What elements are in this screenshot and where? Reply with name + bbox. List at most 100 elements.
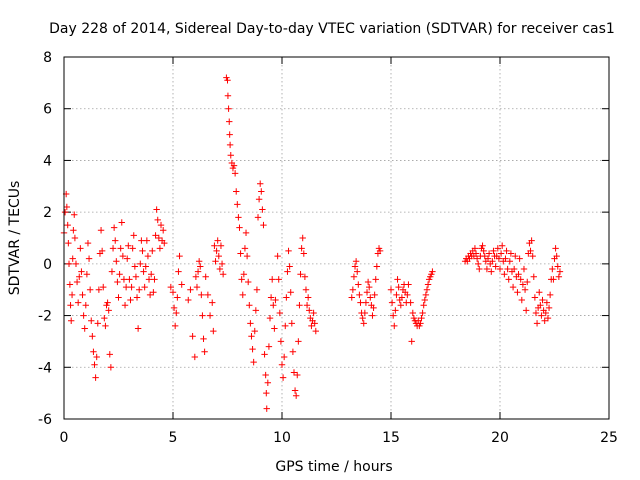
- data-point: [308, 322, 315, 330]
- data-point: [137, 260, 144, 268]
- data-point: [136, 286, 143, 293]
- data-point: [226, 118, 233, 125]
- data-point: [169, 289, 177, 296]
- data-point: [245, 278, 252, 286]
- data-point: [224, 92, 232, 99]
- data-point: [296, 302, 303, 309]
- data-point: [209, 299, 216, 306]
- data-point: [121, 302, 129, 309]
- data-point: [113, 258, 120, 265]
- data-point: [373, 263, 381, 270]
- data-point: [501, 271, 508, 278]
- data-point: [520, 265, 528, 273]
- data-point: [545, 304, 553, 312]
- data-point: [176, 252, 183, 260]
- data-point: [280, 353, 288, 361]
- data-point: [306, 307, 313, 314]
- data-point: [300, 250, 307, 257]
- data-point: [130, 232, 137, 239]
- data-point: [91, 361, 98, 368]
- data-point: [138, 237, 145, 244]
- x-tick-label: 5: [169, 430, 178, 446]
- data-point: [189, 333, 196, 340]
- data-point: [105, 307, 112, 314]
- data-point: [253, 286, 261, 293]
- data-point: [395, 283, 402, 291]
- data-point: [359, 314, 366, 322]
- data-point: [352, 258, 360, 265]
- data-point: [195, 258, 203, 265]
- data-point: [393, 291, 400, 299]
- data-point: [93, 353, 100, 361]
- data-point: [506, 258, 514, 265]
- y-tick-label: 2: [43, 205, 52, 221]
- data-point: [405, 281, 412, 288]
- data-point: [287, 289, 294, 296]
- data-point: [392, 307, 399, 314]
- data-point: [120, 276, 128, 283]
- data-point: [198, 291, 205, 299]
- data-point: [102, 322, 109, 330]
- data-point: [71, 234, 79, 242]
- x-tick-label: 25: [600, 430, 618, 446]
- data-point: [174, 294, 181, 301]
- data-point: [398, 294, 406, 301]
- data-point: [88, 317, 95, 324]
- data-point: [522, 307, 530, 314]
- data-point: [475, 260, 482, 268]
- data-point: [361, 309, 369, 317]
- data-point: [194, 268, 202, 275]
- data-point: [151, 276, 158, 283]
- data-point: [542, 309, 549, 317]
- data-point: [64, 221, 71, 229]
- data-point: [278, 361, 286, 368]
- y-tick-label: 8: [43, 50, 52, 66]
- data-point: [423, 286, 431, 293]
- data-point: [258, 188, 265, 195]
- data-point: [527, 247, 534, 255]
- data-point: [262, 371, 269, 379]
- data-point: [357, 299, 364, 306]
- data-point: [351, 263, 359, 270]
- data-point: [275, 276, 282, 283]
- data-point: [106, 351, 113, 358]
- data-point: [140, 268, 147, 275]
- data-point: [260, 221, 267, 229]
- data-point: [77, 245, 84, 252]
- data-point: [348, 294, 355, 301]
- data-point: [517, 276, 524, 283]
- data-point: [239, 291, 246, 299]
- data-point: [192, 273, 200, 280]
- data-point: [66, 281, 74, 288]
- data-point: [226, 131, 233, 138]
- data-point: [502, 255, 509, 262]
- data-point: [271, 325, 278, 332]
- data-point: [531, 294, 539, 301]
- data-point: [155, 234, 163, 242]
- data-point: [234, 201, 241, 208]
- data-point: [152, 232, 159, 239]
- data-point: [131, 263, 139, 270]
- data-point: [533, 320, 541, 327]
- data-point: [524, 278, 531, 286]
- data-point: [529, 252, 536, 260]
- data-point: [141, 283, 148, 291]
- data-point: [132, 273, 140, 280]
- data-point: [476, 265, 483, 273]
- data-point: [404, 291, 411, 299]
- data-point: [510, 265, 518, 273]
- data-point: [117, 245, 124, 252]
- data-point: [538, 312, 545, 319]
- data-point: [554, 263, 561, 270]
- data-point: [283, 294, 290, 301]
- data-point: [145, 276, 153, 283]
- data-point: [144, 252, 152, 260]
- data-point: [421, 296, 428, 304]
- data-point: [530, 273, 537, 280]
- data-point: [65, 239, 72, 247]
- data-point: [507, 250, 515, 257]
- data-point: [265, 343, 273, 350]
- data-point: [509, 283, 517, 291]
- x-tick-label: 0: [60, 430, 69, 446]
